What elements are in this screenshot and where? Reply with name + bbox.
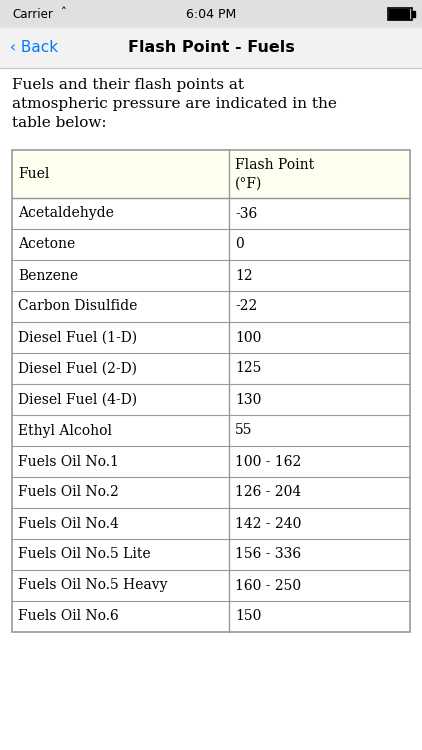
Text: Fuels Oil No.4: Fuels Oil No.4: [18, 517, 119, 530]
Text: Acetaldehyde: Acetaldehyde: [18, 206, 114, 220]
Text: Fuels Oil No.5 Heavy: Fuels Oil No.5 Heavy: [18, 578, 168, 592]
Text: Carbon Disulfide: Carbon Disulfide: [18, 299, 138, 314]
Bar: [12, 150, 410, 198]
Text: 142 - 240: 142 - 240: [235, 517, 301, 530]
Text: Flash Point - Fuels: Flash Point - Fuels: [127, 40, 295, 56]
Bar: [0, 28, 422, 68]
Text: 126 - 204: 126 - 204: [235, 485, 301, 500]
Text: 0: 0: [235, 238, 243, 251]
Text: Fuels Oil No.5 Lite: Fuels Oil No.5 Lite: [18, 548, 151, 562]
Text: Diesel Fuel (1-D): Diesel Fuel (1-D): [18, 331, 137, 344]
Text: Fuels and their flash points at
atmospheric pressure are indicated in the
table : Fuels and their flash points at atmosphe…: [12, 78, 337, 130]
Bar: [12, 150, 410, 632]
Text: Carrier: Carrier: [12, 8, 53, 20]
Text: -36: -36: [235, 206, 257, 220]
Text: 130: 130: [235, 392, 261, 406]
Bar: [388, 8, 412, 20]
Bar: [12, 150, 410, 632]
Bar: [0, 0, 422, 28]
Text: Fuels Oil No.1: Fuels Oil No.1: [18, 454, 119, 469]
Text: 12: 12: [235, 268, 252, 283]
Text: Fuels Oil No.2: Fuels Oil No.2: [18, 485, 119, 500]
Text: Fuel: Fuel: [18, 167, 49, 181]
Text: Acetone: Acetone: [18, 238, 75, 251]
Text: 150: 150: [235, 610, 261, 623]
Text: 6:04 PM: 6:04 PM: [186, 8, 236, 20]
Text: 160 - 250: 160 - 250: [235, 578, 301, 592]
Text: Diesel Fuel (4-D): Diesel Fuel (4-D): [18, 392, 137, 406]
Text: Ethyl Alcohol: Ethyl Alcohol: [18, 424, 112, 437]
Text: Fuels Oil No.6: Fuels Oil No.6: [18, 610, 119, 623]
Bar: [412, 11, 414, 17]
Text: 100: 100: [235, 331, 261, 344]
Text: -22: -22: [235, 299, 257, 314]
Text: ‹ Back: ‹ Back: [10, 40, 58, 56]
Text: Flash Point
(°F): Flash Point (°F): [235, 158, 314, 190]
Text: 55: 55: [235, 424, 252, 437]
Text: 156 - 336: 156 - 336: [235, 548, 301, 562]
Text: Benzene: Benzene: [18, 268, 78, 283]
Bar: [389, 9, 409, 19]
Text: 125: 125: [235, 362, 261, 376]
Text: 100 - 162: 100 - 162: [235, 454, 301, 469]
Text: Diesel Fuel (2-D): Diesel Fuel (2-D): [18, 362, 137, 376]
